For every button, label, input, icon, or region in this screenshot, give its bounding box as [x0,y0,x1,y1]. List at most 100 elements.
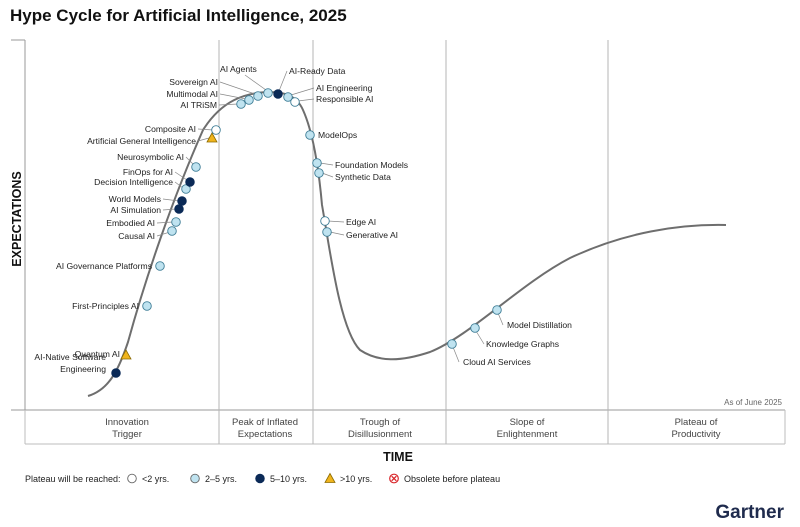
legend-obsolete-cross [391,475,397,482]
phase-label-5-line-1: Plateau of [675,417,718,428]
marker-ai-native-software-engineering [111,368,121,378]
chart-title: Hype Cycle for Artificial Intelligence, … [10,6,347,25]
leader-world-models [162,198,180,202]
leader-edge-ai [327,220,345,223]
leader-ai-ready-data [278,70,288,92]
marker-ai-governance-platforms [155,261,165,271]
label-first-principles-ai: First-Principles AI [72,301,139,311]
label-ai-native-software-engineering: AI-Native Software Engineering [34,352,106,374]
marker-sovereign-ai [253,91,263,101]
legend-lt2-label: <2 yrs. [142,474,169,484]
leader-ai-trism [218,103,239,106]
marker-edge-ai [320,216,330,226]
phase-label-1-line-1: Innovation [105,417,149,428]
marker-artificial-general-intelligence [206,132,218,143]
leader-knowledge-graphs [475,330,485,345]
leader-generative-ai [329,231,345,236]
leader-finops-for-ai [174,171,188,181]
leader-decision-intelligence [174,181,184,189]
marker-causal-ai [167,226,177,236]
leader-model-distillation [497,312,504,326]
legend-gt10-label: >10 yrs. [340,474,372,484]
marker-ai-simulation [174,204,184,214]
leader-composite-ai [197,128,214,131]
marker-ai-agents [263,88,273,98]
marker-foundation-models [312,158,322,168]
leader-embodied-ai [156,221,174,224]
leader-ai-engineering [290,87,315,96]
label-embodied-ai: Embodied AI [106,218,155,228]
label-decision-intelligence: Decision Intelligence [94,177,173,187]
label-knowledge-graphs: Knowledge Graphs [486,339,559,349]
label-quantum-ai: Quantum AI [75,349,120,359]
marker-ai-engineering [283,92,293,102]
marker-first-principles-ai [142,301,152,311]
legend-2to5-marker [190,473,200,484]
marker-ai-trism [236,99,246,109]
label-model-distillation: Model Distillation [507,320,572,330]
as-of-note: As of June 2025 [724,398,782,407]
leader-responsible-ai [297,98,315,102]
y-axis-label: EXPECTATIONS [10,171,24,266]
label-edge-ai: Edge AI [346,217,376,227]
phase-label-2-line-2: Expectations [238,429,293,440]
label-cloud-ai-services: Cloud AI Services [463,357,531,367]
legend-2to5-label: 2–5 yrs. [205,474,237,484]
hype-curve [87,90,727,397]
marker-cloud-ai-services [447,339,457,349]
phase-label-4-line-1: Slope of [510,417,545,428]
label-artificial-general-intelligence: Artificial General Intelligence [87,136,196,146]
label-sovereign-ai: Sovereign AI [169,77,218,87]
label-ai-engineering: AI Engineering [316,83,373,93]
label-ai-simulation: AI Simulation [110,205,161,215]
leader-ai-simulation [162,208,177,211]
label-ai-governance-platforms: AI Governance Platforms [56,261,152,271]
label-modelops: ModelOps [318,130,357,140]
legend-5to10-marker [255,473,265,484]
phase-label-3-line-1: Trough of [360,417,401,428]
marker-model-distillation [492,305,502,315]
marker-modelops [305,130,315,140]
legend-lt2-marker [127,473,137,484]
legend-obsolete-label: Obsolete before plateau [404,474,500,484]
marker-synthetic-data [314,168,324,178]
hype-curve-path [87,90,727,397]
leader-multimodal-ai [219,93,247,100]
label-responsible-ai: Responsible AI [316,94,373,104]
label-multimodal-ai: Multimodal AI [166,89,218,99]
leader-synthetic-data [321,172,334,178]
phase-label-1-line-2: Trigger [112,429,142,440]
phase-label-5-line-2: Productivity [671,429,720,440]
legend: Plateau will be reached: <2 yrs. 2–5 yrs. 5… [25,472,500,484]
brand-logo: Gartner [715,502,784,523]
marker-knowledge-graphs [470,323,480,333]
leader-artificial-general-intelligence [197,137,210,142]
label-synthetic-data: Synthetic Data [335,172,391,182]
label-world-models: World Models [109,194,161,204]
legend-5to10-label: 5–10 yrs. [270,474,307,484]
marker-responsible-ai [290,97,300,107]
marker-finops-for-ai [185,177,195,187]
marker-embodied-ai [171,217,181,227]
marker-neurosymbolic-ai [191,162,201,172]
leader-ai-agents [244,74,267,91]
marker-decision-intelligence [181,184,191,194]
phase-label-2-line-1: Peak of Inflated [232,417,298,428]
x-axis-label: TIME [383,450,413,464]
legend-title: Plateau will be reached: [25,474,121,484]
marker-generative-ai [322,227,332,237]
chart-frame [11,39,786,445]
label-ai-agents: AI Agents [220,64,257,74]
marker-multimodal-ai [244,95,254,105]
marker-ai-ready-data [273,89,283,99]
label-composite-ai: Composite AI [145,124,196,134]
marker-world-models [177,196,187,206]
leader-cloud-ai-services [452,346,460,363]
phase-label-3-line-2: Disillusionment [348,429,412,440]
marker-quantum-ai [120,349,132,360]
label-ai-ready-data: AI-Ready Data [289,66,346,76]
label-causal-ai: Causal AI [118,231,155,241]
